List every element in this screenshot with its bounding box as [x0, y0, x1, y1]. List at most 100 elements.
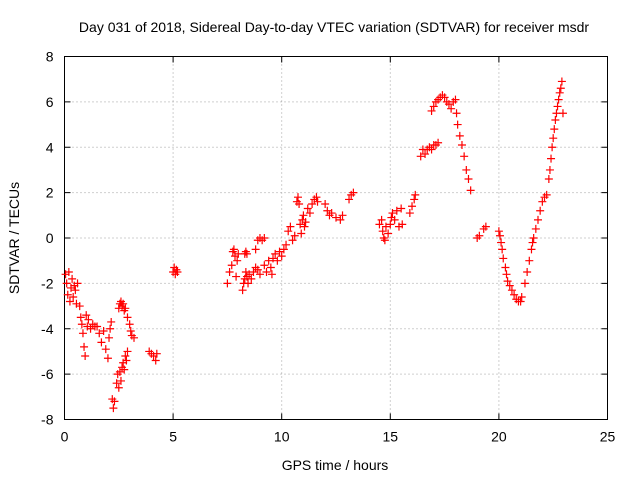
data-point: [109, 404, 118, 413]
data-point: [269, 254, 278, 263]
data-point: [475, 231, 484, 240]
data-point: [531, 224, 540, 233]
plot-frame: [64, 56, 608, 420]
data-point: [392, 206, 401, 215]
data-point: [245, 270, 254, 279]
data-point: [63, 290, 72, 299]
data-point: [73, 279, 82, 288]
data-point: [525, 256, 534, 265]
data-point: [349, 188, 358, 197]
data-point: [260, 261, 269, 270]
data-point: [505, 281, 514, 290]
data-point: [332, 213, 340, 222]
data-point: [262, 268, 271, 277]
data-point: [284, 227, 293, 236]
x-tick-label: 0: [61, 429, 69, 445]
data-point: [225, 268, 234, 277]
data-point: [116, 376, 125, 385]
data-point: [271, 249, 280, 258]
data-points: [61, 77, 567, 413]
data-point: [338, 211, 347, 220]
data-point: [427, 106, 436, 115]
data-point: [377, 215, 386, 224]
data-point: [416, 152, 425, 161]
data-point: [101, 345, 110, 354]
data-point: [375, 220, 384, 229]
data-point: [501, 263, 510, 272]
data-point: [520, 279, 529, 288]
data-point: [227, 261, 236, 270]
data-point: [557, 77, 566, 86]
data-point: [384, 229, 393, 238]
data-point: [460, 152, 469, 161]
data-point: [321, 199, 330, 208]
data-point: [255, 270, 264, 279]
y-tick-label: -6: [41, 366, 54, 382]
data-point: [93, 322, 102, 331]
data-point: [447, 104, 456, 113]
data-point: [105, 333, 114, 342]
data-point: [114, 383, 123, 392]
data-point: [242, 249, 251, 258]
data-point: [238, 286, 247, 295]
data-point: [71, 286, 80, 295]
data-point: [266, 263, 275, 272]
data-point: [494, 227, 503, 236]
data-point: [464, 175, 473, 184]
data-point: [125, 320, 134, 329]
data-point: [533, 215, 542, 224]
data-point: [498, 245, 507, 254]
data-point: [64, 268, 73, 277]
x-tick-label: 10: [274, 429, 290, 445]
data-point: [229, 245, 238, 254]
data-point: [77, 320, 86, 329]
data-point: [295, 199, 304, 208]
data-point: [516, 297, 525, 306]
data-point: [397, 204, 406, 213]
data-point: [453, 120, 462, 129]
data-point: [451, 95, 460, 104]
data-point: [555, 88, 564, 97]
data-point: [544, 175, 553, 184]
data-point: [247, 274, 256, 283]
x-tick-label: 20: [491, 429, 507, 445]
data-point: [444, 100, 453, 109]
data-point: [112, 379, 121, 388]
data-point: [264, 256, 273, 265]
y-tick-label: -4: [41, 321, 54, 337]
x-tick-label: 25: [600, 429, 616, 445]
data-point: [82, 311, 91, 320]
data-point: [536, 206, 545, 215]
data-point: [275, 247, 284, 256]
data-point: [378, 227, 387, 236]
data-point: [122, 356, 131, 365]
data-point: [107, 317, 116, 326]
data-point: [345, 195, 354, 204]
data-point: [481, 222, 490, 231]
data-point: [249, 268, 258, 277]
data-point: [75, 302, 84, 311]
axis-ticks: 0 5 10 15 20 25 -8 -6 -4 -2 0 2 4 6 8: [41, 49, 615, 445]
data-point: [545, 165, 554, 174]
data-point: [462, 165, 471, 174]
data-point: [308, 199, 317, 208]
data-point: [119, 299, 128, 308]
data-point: [405, 209, 414, 218]
data-point: [503, 277, 512, 286]
data-point: [554, 95, 563, 104]
data-point: [502, 270, 511, 279]
data-point: [550, 125, 559, 134]
grid: [64, 56, 608, 420]
data-point: [288, 236, 297, 245]
y-tick-label: 6: [46, 94, 54, 110]
data-point: [78, 329, 87, 338]
data-point: [523, 268, 532, 277]
data-point: [301, 218, 310, 227]
data-point: [466, 186, 475, 195]
y-tick-label: 2: [46, 185, 54, 201]
data-point: [123, 313, 132, 322]
data-point: [80, 342, 89, 351]
data-point: [65, 297, 74, 306]
data-point: [303, 204, 312, 213]
